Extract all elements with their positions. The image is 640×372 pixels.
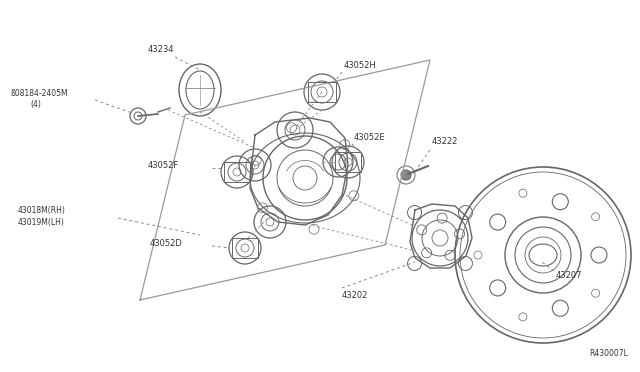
Circle shape [401,170,411,180]
Text: 43052F: 43052F [148,160,179,170]
Text: R430007L: R430007L [589,349,628,358]
Text: 43234: 43234 [148,45,175,55]
Text: 43052E: 43052E [354,132,386,141]
Text: 43202: 43202 [342,291,369,299]
Text: ß08184-2405M: ß08184-2405M [10,89,68,97]
Text: 43052D: 43052D [150,240,183,248]
Text: 43052H: 43052H [344,61,377,70]
Text: 43018M(RH): 43018M(RH) [18,205,66,215]
Text: 43222: 43222 [432,138,458,147]
Text: (4): (4) [30,100,41,109]
Text: 43019M(LH): 43019M(LH) [18,218,65,227]
Text: 43207: 43207 [556,272,582,280]
